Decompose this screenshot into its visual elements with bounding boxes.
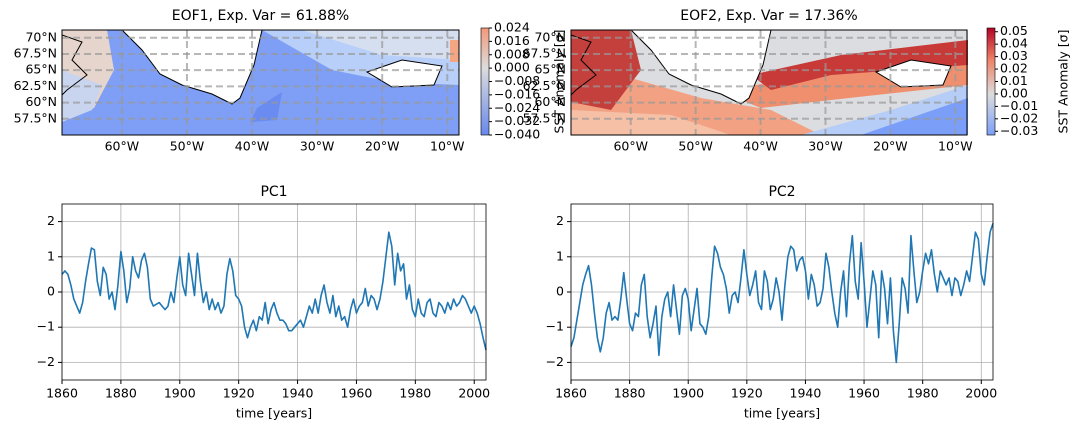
colorbar-tick-label: −0.024 xyxy=(494,100,540,115)
y-tick-label: 60°N xyxy=(25,94,57,109)
colorbar-tick-label: −0.040 xyxy=(494,127,540,142)
x-tick-label: 1880 xyxy=(105,386,137,401)
y-tick-label: 1 xyxy=(556,248,564,263)
axes-frame xyxy=(570,203,994,381)
colorbar-label: SST Anomaly [σ] xyxy=(552,30,567,134)
map-field xyxy=(571,30,968,135)
series-line xyxy=(61,231,487,351)
y-tick-label: 62.5°N xyxy=(523,78,566,93)
x-tick-label: 1860 xyxy=(46,386,78,401)
y-tick-label: 65°N xyxy=(534,62,566,77)
colorbar-tick-label: 0.024 xyxy=(494,20,530,35)
y-tick-label: 2 xyxy=(556,213,564,228)
x-tick-label: 40°W xyxy=(743,139,778,154)
colorbar-tick-label: 0.04 xyxy=(1000,36,1028,51)
y-tick-label: 70°N xyxy=(25,29,57,44)
x-axis-label: time [years] xyxy=(744,406,820,421)
y-tick-label: −2 xyxy=(546,354,564,369)
y-tick-label: 65°N xyxy=(25,62,57,77)
x-tick-label: 10°W xyxy=(938,139,973,154)
x-tick-label: 1860 xyxy=(555,386,587,401)
x-tick-label: 60°W xyxy=(105,139,140,154)
x-tick-label: 20°W xyxy=(873,139,908,154)
map-frame xyxy=(570,29,968,136)
y-tick-label: 2 xyxy=(47,213,55,228)
y-tick-label: 0 xyxy=(556,284,564,299)
x-tick-label: 1900 xyxy=(164,386,196,401)
chart-title: EOF1, Exp. Var = 61.88% xyxy=(172,8,349,24)
colorbar-tick-label: 0.02 xyxy=(1000,61,1028,76)
colorbar-tick-label: 0.01 xyxy=(1000,73,1028,88)
colorbar-label: SST Anomaly [σ] xyxy=(1056,30,1071,134)
colorbar-tick-label: −0.008 xyxy=(494,73,540,88)
x-tick-label: 20°W xyxy=(365,139,400,154)
y-tick-label: −1 xyxy=(37,319,55,334)
x-tick-label: 30°W xyxy=(300,139,335,154)
x-tick-label: 40°W xyxy=(235,139,270,154)
y-tick-label: 57.5°N xyxy=(523,110,566,125)
y-tick-label: 60°N xyxy=(534,94,566,109)
y-tick-label: −1 xyxy=(546,319,564,334)
x-tick-label: 1940 xyxy=(282,386,314,401)
x-tick-label: 10°W xyxy=(430,139,465,154)
y-tick-label: 70°N xyxy=(534,29,566,44)
y-tick-label: 67.5°N xyxy=(523,45,566,60)
x-tick-label: 50°W xyxy=(678,139,713,154)
chart-title: PC1 xyxy=(260,184,287,200)
x-axis-label: time [years] xyxy=(236,406,312,421)
x-tick-label: 1960 xyxy=(341,386,373,401)
colorbar-tick-label: −0.01 xyxy=(1000,98,1038,113)
x-tick-label: 50°W xyxy=(170,139,205,154)
x-tick-label: 1880 xyxy=(614,386,646,401)
colorbar-tick-label: 0.016 xyxy=(494,33,530,48)
x-tick-label: 1920 xyxy=(223,386,255,401)
series-line xyxy=(570,223,994,364)
colorbar-tick-label: −0.02 xyxy=(1000,110,1038,125)
x-tick-label: 1980 xyxy=(399,386,431,401)
y-tick-label: 0 xyxy=(47,284,55,299)
y-tick-label: 1 xyxy=(47,248,55,263)
x-tick-label: 1960 xyxy=(848,386,880,401)
colorbar xyxy=(481,28,489,135)
y-tick-label: 62.5°N xyxy=(14,78,57,93)
x-tick-label: 1940 xyxy=(790,386,822,401)
map-frame xyxy=(61,29,460,136)
x-tick-label: 1900 xyxy=(672,386,704,401)
y-tick-label: 57.5°N xyxy=(14,110,57,125)
axes-frame xyxy=(61,203,487,381)
colorbar xyxy=(987,28,995,135)
colorbar-tick-label: 0.03 xyxy=(1000,48,1028,63)
x-tick-label: 60°W xyxy=(613,139,648,154)
x-tick-label: 1980 xyxy=(907,386,939,401)
x-tick-label: 2000 xyxy=(458,386,490,401)
colorbar-tick-label: 0.00 xyxy=(1000,85,1028,100)
colorbar-tick-label: −0.016 xyxy=(494,86,540,101)
chart-title: PC2 xyxy=(768,184,795,200)
y-tick-label: −2 xyxy=(37,354,55,369)
colorbar-tick-label: −0.032 xyxy=(494,113,540,128)
x-tick-label: 30°W xyxy=(808,139,843,154)
colorbar-tick-label: −0.03 xyxy=(1000,123,1038,138)
colorbar-tick-label: 0.008 xyxy=(494,46,530,61)
colorbar-tick-label: 0.05 xyxy=(1000,23,1028,38)
colorbar-tick-label: 0.000 xyxy=(494,60,530,75)
x-tick-label: 2000 xyxy=(965,386,997,401)
y-tick-label: 67.5°N xyxy=(14,45,57,60)
chart-title: EOF2, Exp. Var = 17.36% xyxy=(680,8,857,24)
x-tick-label: 1920 xyxy=(731,386,763,401)
